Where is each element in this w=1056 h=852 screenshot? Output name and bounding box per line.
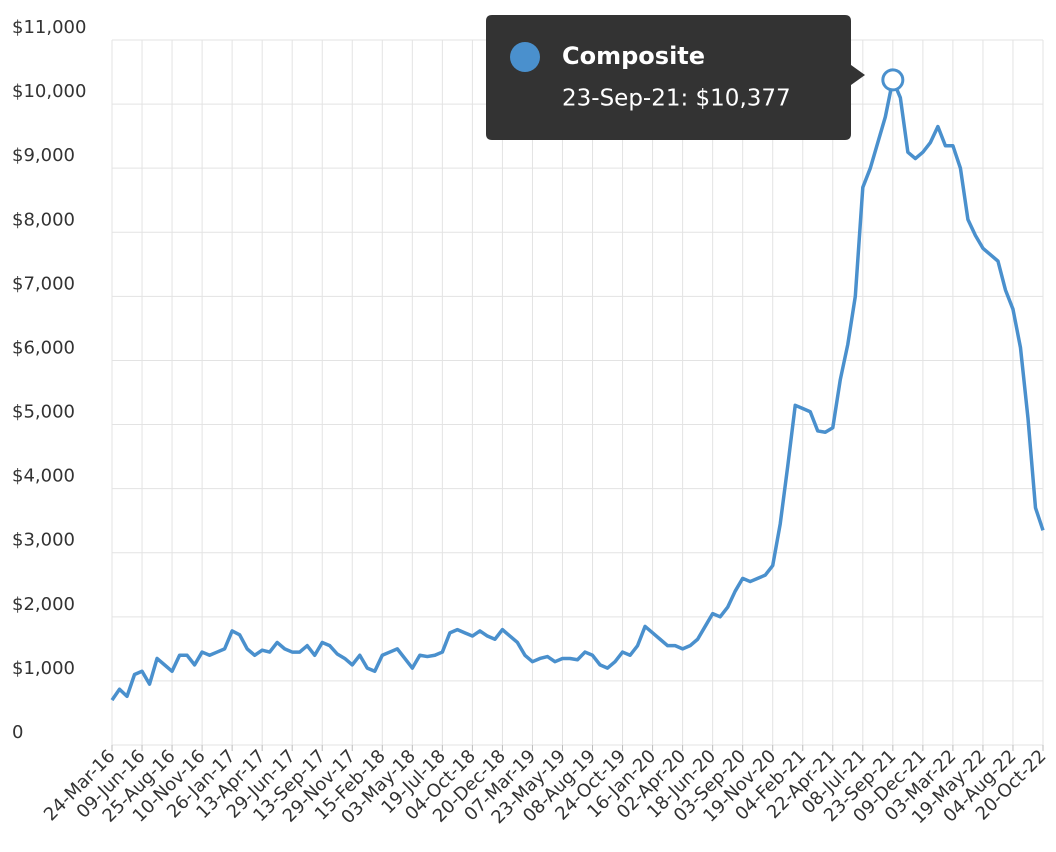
y-tick-label: $1,000 [12, 658, 75, 679]
y-tick-label: $11,000 [12, 17, 86, 38]
y-tick-label: $10,000 [12, 81, 86, 102]
tooltip-series: Composite [562, 42, 705, 70]
tooltip-text: 23-Sep-21: $10,377 [562, 86, 791, 112]
y-tick-label: $3,000 [12, 530, 75, 551]
y-tick-label: $4,000 [12, 466, 75, 487]
line [110, 78, 1045, 702]
y-tick-label: $7,000 [12, 273, 75, 294]
y-tick-label: $8,000 [12, 209, 75, 230]
y-tick-label: $2,000 [12, 594, 75, 615]
y-tick-label: $9,000 [12, 145, 75, 166]
y-tick-label: $5,000 [12, 402, 75, 423]
hover-marker [881, 68, 905, 92]
y-tick-label: 0 [12, 722, 23, 743]
y-tick-label: $6,000 [12, 337, 75, 358]
tooltip-swatch [510, 42, 540, 72]
tooltip-box [486, 15, 865, 140]
